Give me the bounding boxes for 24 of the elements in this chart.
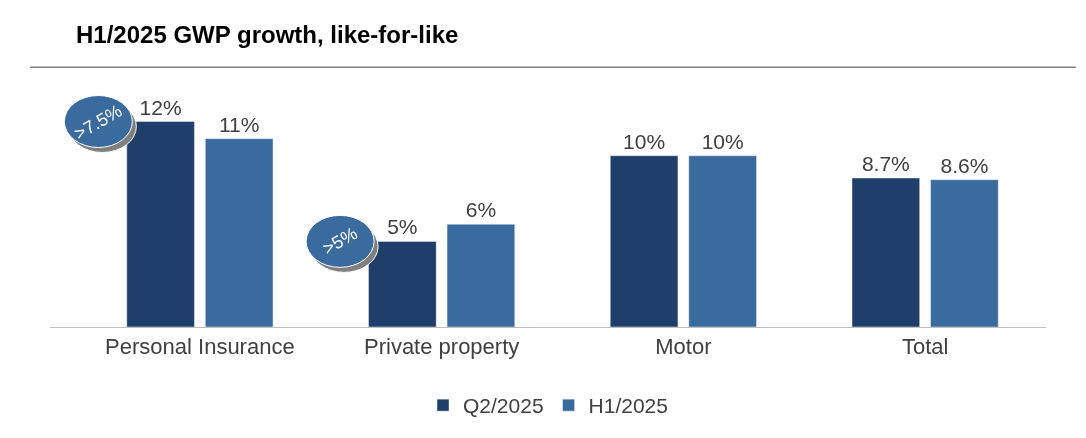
data-label: 8.6%: [940, 153, 989, 177]
annotation: >5%: [319, 223, 361, 259]
bar: [610, 155, 679, 327]
legend-label: H1/2025: [588, 394, 668, 418]
legend-label: Q2/2025: [463, 394, 544, 418]
bar: [368, 241, 437, 327]
chart-title: H1/2025 GWP growth, like-for-like: [76, 21, 459, 49]
bar: [851, 177, 920, 327]
data-label: 10%: [623, 129, 666, 153]
bar: [446, 224, 516, 327]
data-label: 12%: [139, 95, 182, 119]
x-tick-label: Personal Insurance: [105, 334, 295, 360]
data-label: 10%: [701, 129, 744, 153]
bar: [126, 121, 195, 327]
data-label: 11%: [218, 112, 260, 136]
bar: [205, 138, 274, 327]
bar: [688, 155, 757, 327]
data-label: 6%: [465, 198, 497, 222]
x-tick-label: Total: [901, 334, 949, 360]
data-label: 8.7%: [861, 152, 910, 176]
data-label: 5%: [387, 215, 418, 239]
x-tick-label: Motor: [655, 334, 712, 360]
x-tick-label: Private property: [363, 334, 520, 360]
bar: [930, 179, 999, 327]
